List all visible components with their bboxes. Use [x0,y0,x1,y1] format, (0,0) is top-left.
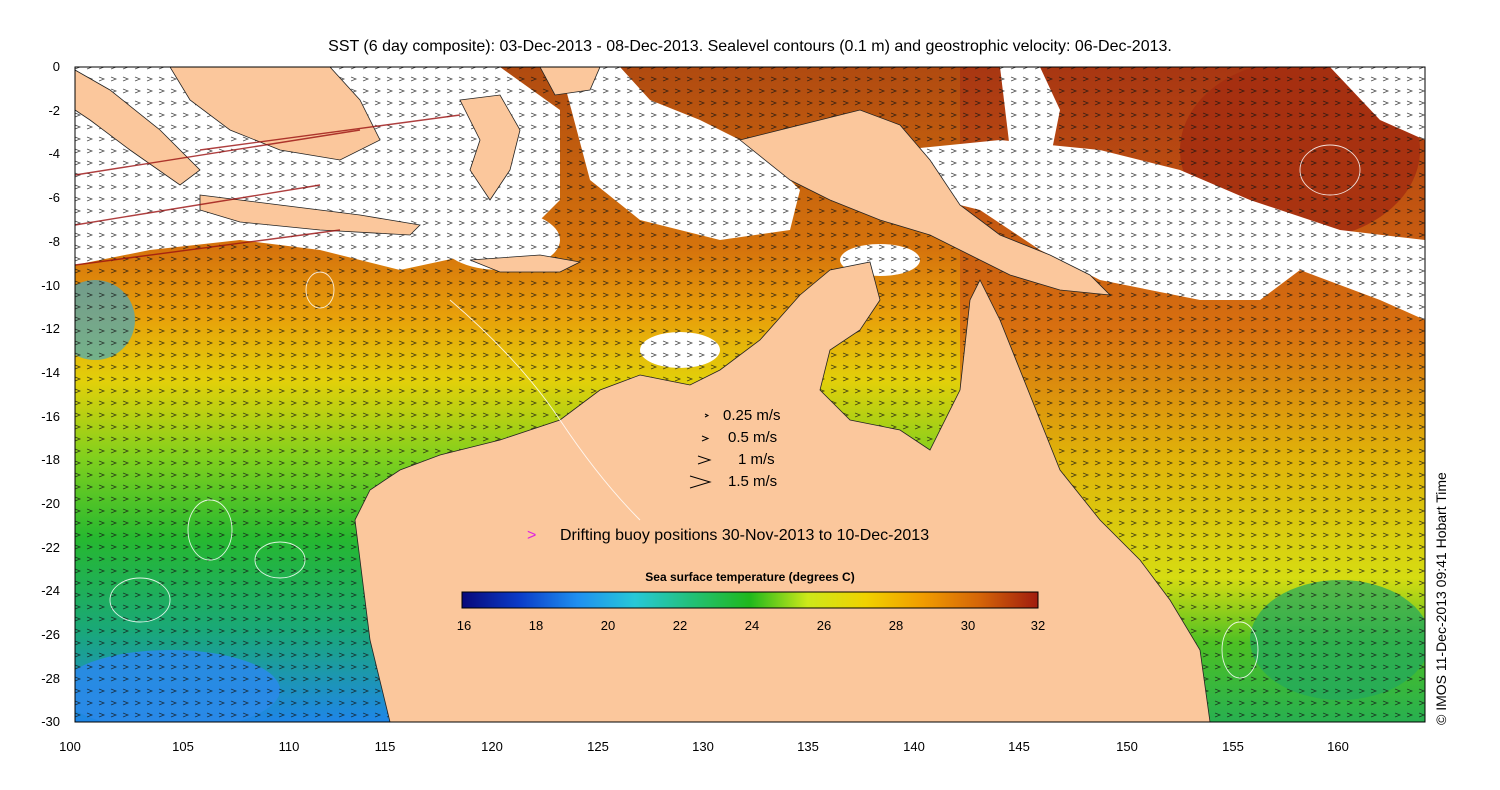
credit-text: © IMOS 11-Dec-2013 09:41 Hobart Time [1433,472,1449,725]
lat-tick: -10 [41,278,60,293]
lat-tick: -12 [41,321,60,336]
lat-tick: -24 [41,583,60,598]
lon-tick: 110 [278,739,300,754]
colorbar-tick: 18 [528,618,544,633]
velocity-legend-arrows [689,413,712,489]
lon-tick: 150 [1116,739,1138,754]
borneo-landmass [169,67,381,161]
colorbar-tick: 24 [744,618,760,633]
lat-tick: -28 [41,671,60,686]
lat-tick: 0 [52,59,60,74]
lat-tick: -14 [41,365,60,380]
lon-tick: 155 [1222,739,1244,754]
lon-tick: 145 [1008,739,1030,754]
lon-tick: 100 [59,739,81,754]
colorbar-tick: 20 [600,618,616,633]
velocity-legend-label: 0.25 m/s [723,407,781,424]
lon-tick: 125 [587,739,609,754]
lat-tick: -4 [48,146,60,161]
velocity-legend-label: 0.5 m/s [728,429,778,446]
lat-tick: -2 [48,103,60,118]
map-title: SST (6 day composite): 03-Dec-2013 - 08-… [328,38,1172,55]
velocity-legend-label: 1 m/s [738,451,775,468]
lon-tick: 105 [172,739,194,754]
timor-landmass [469,254,582,273]
plot-frame [74,66,1426,723]
colorbar [461,591,1039,609]
lat-tick: -26 [41,627,60,642]
java-landmass [199,194,421,236]
lon-tick: 135 [797,739,819,754]
buoy-legend-text: Drifting buoy positions 30-Nov-2013 to 1… [560,527,930,544]
colorbar-tick: 16 [456,618,472,633]
lat-tick: -30 [41,714,60,729]
colorbar-tick: 26 [816,618,832,633]
lon-tick: 130 [692,739,714,754]
lon-tick: 140 [903,739,925,754]
philippines-landmass [539,67,601,96]
lat-tick: -22 [41,540,60,555]
lat-tick: -16 [41,409,60,424]
colorbar-tick: 22 [672,618,688,633]
lat-tick: -6 [48,190,60,205]
colorbar-tick: 30 [960,618,976,633]
lat-tick: -8 [48,234,60,249]
lon-tick: 120 [481,739,503,754]
colorbar-tick: 32 [1030,618,1046,633]
colorbar-tick: 28 [888,618,904,633]
velocity-legend-label: 1.5 m/s [728,473,778,490]
buoy-marker-icon: > [527,527,537,544]
lat-tick: -18 [41,452,60,467]
sulawesi-landmass [459,94,521,201]
colorbar-title: Sea surface temperature (degrees C) [645,570,855,584]
lon-tick: 160 [1327,739,1349,754]
sumatra-landmass [75,69,201,186]
lat-tick: -20 [41,496,60,511]
lon-tick: 115 [374,739,396,754]
new-guinea-landmass [739,109,1112,296]
